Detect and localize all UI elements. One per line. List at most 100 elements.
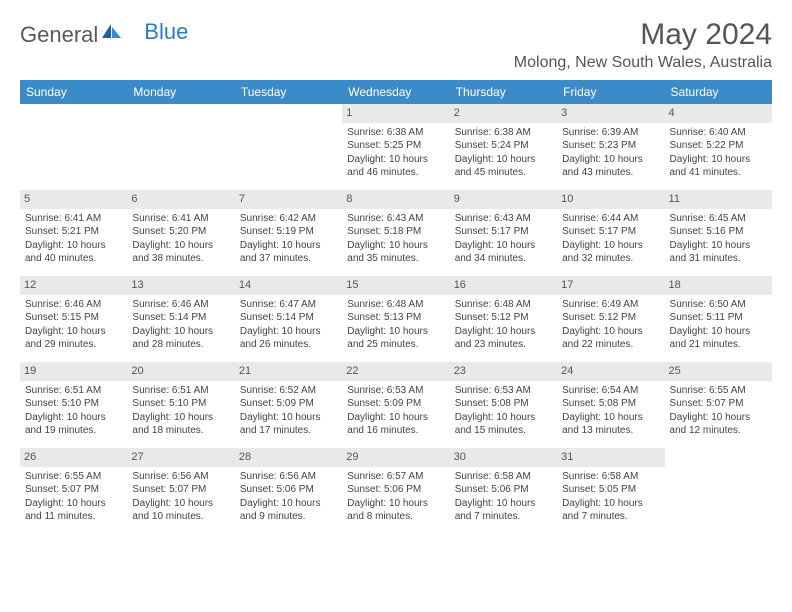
sunrise-line: Sunrise: 6:56 AM xyxy=(132,470,229,484)
day-number: 6 xyxy=(127,190,234,209)
daylight-line: Daylight: 10 hours and 16 minutes. xyxy=(347,411,444,438)
day-cell: 21Sunrise: 6:52 AMSunset: 5:09 PMDayligh… xyxy=(235,362,342,448)
day-number: 5 xyxy=(20,190,127,209)
sunset-line: Sunset: 5:15 PM xyxy=(25,311,122,325)
day-cell: 19Sunrise: 6:51 AMSunset: 5:10 PMDayligh… xyxy=(20,362,127,448)
sunset-line: Sunset: 5:13 PM xyxy=(347,311,444,325)
day-cell: 12Sunrise: 6:46 AMSunset: 5:15 PMDayligh… xyxy=(20,276,127,362)
sunrise-line: Sunrise: 6:46 AM xyxy=(25,298,122,312)
daylight-line: Daylight: 10 hours and 26 minutes. xyxy=(240,325,337,352)
daylight-line: Daylight: 10 hours and 17 minutes. xyxy=(240,411,337,438)
sunset-line: Sunset: 5:19 PM xyxy=(240,225,337,239)
day-number: 18 xyxy=(665,276,772,295)
day-number: 7 xyxy=(235,190,342,209)
weekday-header: Tuesday xyxy=(235,80,342,104)
sunrise-line: Sunrise: 6:57 AM xyxy=(347,470,444,484)
day-cell: 27 Sunrise: 6:56 AMSunset: 5:07 PMDayligh… xyxy=(127,448,234,534)
sunrise-line: Sunrise: 6:58 AM xyxy=(562,470,659,484)
sunset-line: Sunset: 5:09 PM xyxy=(240,397,337,411)
daylight-line: Daylight: 10 hours and 40 minutes. xyxy=(25,239,122,266)
sunset-line: Sunset: 5:22 PM xyxy=(670,139,767,153)
sunrise-line: Sunrise: 6:48 AM xyxy=(347,298,444,312)
day-cell: 20Sunrise: 6:51 AMSunset: 5:10 PMDayligh… xyxy=(127,362,234,448)
sunrise-line: Sunrise: 6:51 AM xyxy=(132,384,229,398)
daylight-line: Daylight: 10 hours and 19 minutes. xyxy=(25,411,122,438)
daylight-line: Daylight: 10 hours and 12 minutes. xyxy=(670,411,767,438)
day-number: 13 xyxy=(127,276,234,295)
day-number: 1 xyxy=(342,104,449,123)
sunrise-line: Sunrise: 6:38 AM xyxy=(347,126,444,140)
calendar: SundayMondayTuesdayWednesdayThursdayFrid… xyxy=(20,80,772,534)
sunset-line: Sunset: 5:10 PM xyxy=(25,397,122,411)
day-cell: 2Sunrise: 6:38 AMSunset: 5:24 PMDaylight… xyxy=(450,104,557,190)
daylight-line: Daylight: 10 hours and 25 minutes. xyxy=(347,325,444,352)
day-cell: 25Sunrise: 6:55 AMSunset: 5:07 PMDayligh… xyxy=(665,362,772,448)
sunset-line: Sunset: 5:09 PM xyxy=(347,397,444,411)
sunrise-line: Sunrise: 6:56 AM xyxy=(240,470,337,484)
day-number: 15 xyxy=(342,276,449,295)
day-cell: 6Sunrise: 6:41 AMSunset: 5:20 PMDaylight… xyxy=(127,190,234,276)
sunset-line: Sunset: 5:07 PM xyxy=(132,483,229,497)
daylight-line: Daylight: 10 hours and 41 minutes. xyxy=(670,153,767,180)
sunrise-line: Sunrise: 6:45 AM xyxy=(670,212,767,226)
sunrise-line: Sunrise: 6:43 AM xyxy=(347,212,444,226)
sunrise-line: Sunrise: 6:44 AM xyxy=(562,212,659,226)
day-cell: 18Sunrise: 6:50 AMSunset: 5:11 PMDayligh… xyxy=(665,276,772,362)
sunset-line: Sunset: 5:14 PM xyxy=(132,311,229,325)
day-cell: 15 Sunrise: 6:48 AMSunset: 5:13 PMDayligh… xyxy=(342,276,449,362)
day-number: 14 xyxy=(235,276,342,295)
weekday-header: Friday xyxy=(557,80,664,104)
day-number: 22 xyxy=(342,362,449,381)
daylight-line: Daylight: 10 hours and 11 minutes. xyxy=(25,497,122,524)
sunset-line: Sunset: 5:06 PM xyxy=(347,483,444,497)
sunrise-line: Sunrise: 6:53 AM xyxy=(347,384,444,398)
weekday-header: Thursday xyxy=(450,80,557,104)
day-number: 23 xyxy=(450,362,557,381)
weekday-header: Wednesday xyxy=(342,80,449,104)
sunrise-line: Sunrise: 6:46 AM xyxy=(132,298,229,312)
sunrise-line: Sunrise: 6:49 AM xyxy=(562,298,659,312)
day-cell: 30Sunrise: 6:58 AMSunset: 5:06 PMDayligh… xyxy=(450,448,557,534)
day-cell: 17Sunrise: 6:49 AMSunset: 5:12 PMDayligh… xyxy=(557,276,664,362)
logo-text-blue: Blue xyxy=(144,19,188,45)
sunset-line: Sunset: 5:12 PM xyxy=(562,311,659,325)
day-cell: 29Sunrise: 6:57 AMSunset: 5:06 PMDayligh… xyxy=(342,448,449,534)
sunrise-line: Sunrise: 6:52 AM xyxy=(240,384,337,398)
day-number: 31 xyxy=(557,448,664,467)
day-number: 9 xyxy=(450,190,557,209)
daylight-line: Daylight: 10 hours and 31 minutes. xyxy=(670,239,767,266)
day-number: 3 xyxy=(557,104,664,123)
day-number: 27 xyxy=(127,448,234,467)
days-grid: ...1Sunrise: 6:38 AMSunset: 5:25 PMDayli… xyxy=(20,104,772,534)
day-number: 10 xyxy=(557,190,664,209)
daylight-line: Daylight: 10 hours and 38 minutes. xyxy=(132,239,229,266)
sunrise-line: Sunrise: 6:39 AM xyxy=(562,126,659,140)
sunset-line: Sunset: 5:06 PM xyxy=(240,483,337,497)
sunset-line: Sunset: 5:14 PM xyxy=(240,311,337,325)
day-cell: 31Sunrise: 6:58 AMSunset: 5:05 PMDayligh… xyxy=(557,448,664,534)
daylight-line: Daylight: 10 hours and 7 minutes. xyxy=(562,497,659,524)
day-cell: 22 Sunrise: 6:53 AMSunset: 5:09 PMDayligh… xyxy=(342,362,449,448)
day-cell: 14Sunrise: 6:47 AMSunset: 5:14 PMDayligh… xyxy=(235,276,342,362)
location: Molong, New South Wales, Australia xyxy=(514,54,772,72)
sunrise-line: Sunrise: 6:48 AM xyxy=(455,298,552,312)
day-cell: 9Sunrise: 6:43 AMSunset: 5:17 PMDaylight… xyxy=(450,190,557,276)
day-cell: 3Sunrise: 6:39 AMSunset: 5:23 PMDaylight… xyxy=(557,104,664,190)
daylight-line: Daylight: 10 hours and 45 minutes. xyxy=(455,153,552,180)
daylight-line: Daylight: 10 hours and 35 minutes. xyxy=(347,239,444,266)
sunrise-line: Sunrise: 6:58 AM xyxy=(455,470,552,484)
weekday-header: Monday xyxy=(127,80,234,104)
sunset-line: Sunset: 5:18 PM xyxy=(347,225,444,239)
sunset-line: Sunset: 5:20 PM xyxy=(132,225,229,239)
day-cell: 24Sunrise: 6:54 AMSunset: 5:08 PMDayligh… xyxy=(557,362,664,448)
empty-cell: . xyxy=(127,104,234,190)
daylight-line: Daylight: 10 hours and 10 minutes. xyxy=(132,497,229,524)
sunset-line: Sunset: 5:07 PM xyxy=(670,397,767,411)
day-number: 24 xyxy=(557,362,664,381)
sunrise-line: Sunrise: 6:53 AM xyxy=(455,384,552,398)
logo: General Blue xyxy=(20,22,188,48)
daylight-line: Daylight: 10 hours and 18 minutes. xyxy=(132,411,229,438)
sunrise-line: Sunrise: 6:54 AM xyxy=(562,384,659,398)
day-number: 29 xyxy=(342,448,449,467)
daylight-line: Daylight: 10 hours and 43 minutes. xyxy=(562,153,659,180)
